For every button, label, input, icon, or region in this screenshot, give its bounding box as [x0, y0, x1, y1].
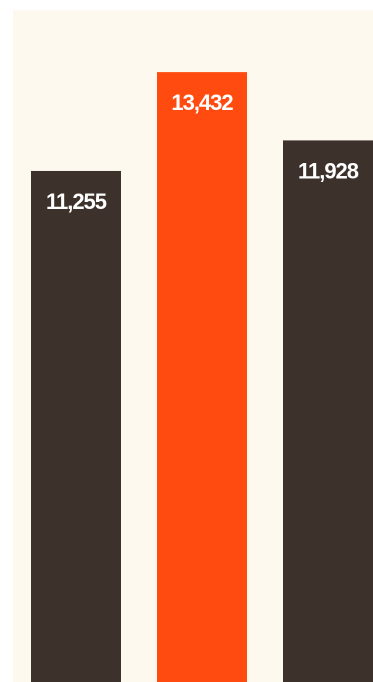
bar-value-label-3: 11,928: [298, 158, 359, 183]
bar-2: [157, 72, 247, 682]
bar-value-label-1: 11,255: [46, 189, 107, 214]
bar-value-label-2: 13,432: [171, 90, 233, 115]
bar-1: [31, 170, 121, 682]
bar-3: [283, 140, 373, 682]
